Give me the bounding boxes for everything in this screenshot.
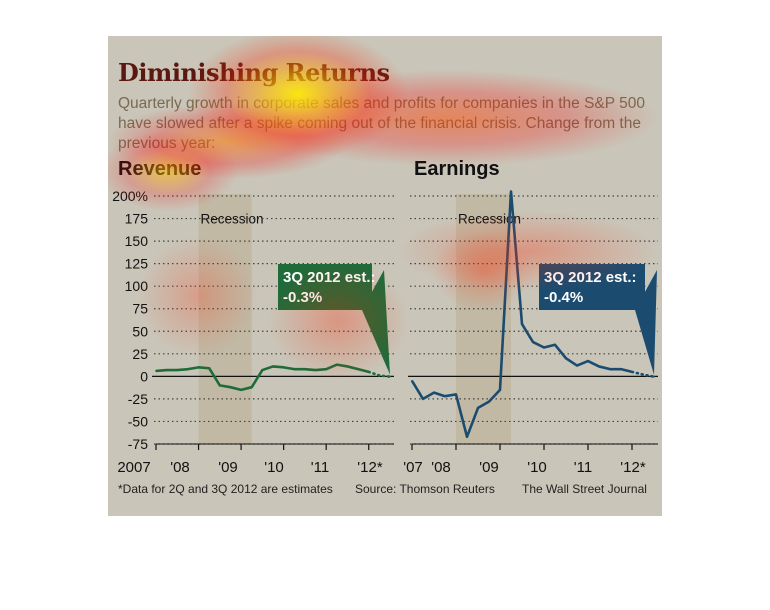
earnings-data-point (455, 393, 457, 396)
revenue-data-point (335, 363, 338, 366)
earnings-x-tick-label: '07 (403, 459, 423, 476)
earnings-x-tick-label: '11 (574, 459, 592, 476)
earnings-data-point (642, 373, 644, 376)
estimate-footnote: *Data for 2Q and 3Q 2012 are estimates (118, 482, 333, 496)
revenue-data-point (218, 384, 221, 387)
earnings-x-tick-label: '12* (620, 459, 646, 476)
earnings-data-point (631, 370, 633, 373)
earnings-data-point (488, 400, 490, 403)
revenue-data-point (208, 367, 211, 370)
revenue-y-tick-label: 75 (132, 301, 148, 317)
revenue-data-point (293, 368, 296, 371)
revenue-data-point (272, 365, 274, 368)
revenue-data-point (240, 388, 242, 391)
earnings-callout-line2: -0.4% (544, 289, 583, 306)
revenue-x-tick-label: '10 (264, 459, 284, 476)
revenue-data-point (389, 375, 391, 378)
revenue-data-point (187, 368, 189, 371)
revenue-data-point (367, 370, 370, 373)
earnings-data-point (521, 323, 523, 325)
revenue-data-point (357, 368, 359, 371)
revenue-y-tick-label: 175 (125, 211, 149, 227)
revenue-y-tick-label: -25 (128, 391, 148, 407)
revenue-y-tick-label: 200% (112, 188, 148, 204)
revenue-y-tick-label: -50 (128, 413, 148, 429)
revenue-y-tick-label: 25 (132, 346, 148, 362)
revenue-data-point (229, 386, 232, 389)
earnings-data-point (565, 357, 567, 360)
revenue-y-tick-label: -75 (128, 436, 148, 452)
earnings-data-point (466, 435, 468, 438)
revenue-data-point (282, 366, 285, 369)
revenue-y-tick-label: 100 (125, 278, 149, 294)
revenue-data-point (314, 369, 317, 371)
chart-panel: Recession 200% 175 150 125 100 75 50 25 0 -25 -50 -7… (108, 36, 662, 516)
revenue-y-tick-label: 0 (140, 368, 148, 384)
earnings-data-point (587, 360, 589, 362)
revenue-data-point (346, 365, 349, 368)
earnings-chart-title: Earnings (414, 158, 500, 180)
earnings-data-point (576, 364, 578, 367)
earnings-data-point (653, 375, 655, 378)
earnings-data-point (411, 379, 413, 382)
publisher-credit: The Wall Street Journal (522, 482, 647, 496)
earnings-data-point (532, 341, 534, 343)
revenue-data-point (261, 369, 264, 371)
earnings-callout-line1: 3Q 2012 est.: (544, 269, 637, 286)
revenue-x-tick-label: '08 (170, 459, 190, 476)
revenue-y-tick-label: 50 (132, 323, 148, 339)
earnings-data-point (510, 190, 512, 193)
revenue-data-point (250, 386, 253, 389)
revenue-chart-title: Revenue (118, 158, 202, 180)
earnings-data-point (620, 368, 622, 371)
earnings-data-point (433, 391, 435, 394)
earnings-series-line (410, 190, 633, 439)
earnings-data-point (444, 395, 446, 398)
revenue-callout-line1: 3Q 2012 est.: (283, 269, 376, 286)
earnings-data-point (554, 343, 556, 346)
revenue-data-point (176, 369, 179, 371)
page-title: Diminishing Returns (118, 58, 390, 87)
revenue-x-tick-label: '11 (311, 459, 329, 476)
revenue-recession-band (198, 194, 252, 444)
earnings-data-point (477, 407, 479, 409)
revenue-callout-line2: -0.3% (283, 289, 322, 306)
revenue-x-tick-label: '09 (218, 459, 238, 476)
earnings-data-point (422, 398, 424, 400)
revenue-y-tick-label: 150 (125, 233, 149, 249)
earnings-data-point (598, 365, 600, 368)
revenue-y-tick-label: 125 (125, 256, 149, 272)
revenue-data-point (378, 374, 381, 377)
earnings-x-tick-label: '10 (527, 459, 547, 476)
revenue-x-tick-label: '12* (357, 459, 383, 476)
revenue-data-point (165, 369, 168, 371)
revenue-data-point (304, 368, 306, 371)
earnings-data-point (609, 368, 611, 371)
revenue-data-point (197, 366, 200, 369)
earnings-x-tick-label: '08 (431, 459, 451, 476)
revenue-data-point (325, 368, 328, 371)
revenue-data-point (155, 370, 157, 372)
earnings-data-point (499, 388, 501, 391)
earnings-data-point (543, 346, 545, 349)
revenue-x-tick-label: 2007 (117, 459, 150, 476)
earnings-x-tick-label: '09 (479, 459, 499, 476)
source-credit: Source: Thomson Reuters (355, 482, 495, 496)
subtitle: Quarterly growth in corporate sales and … (118, 95, 645, 152)
